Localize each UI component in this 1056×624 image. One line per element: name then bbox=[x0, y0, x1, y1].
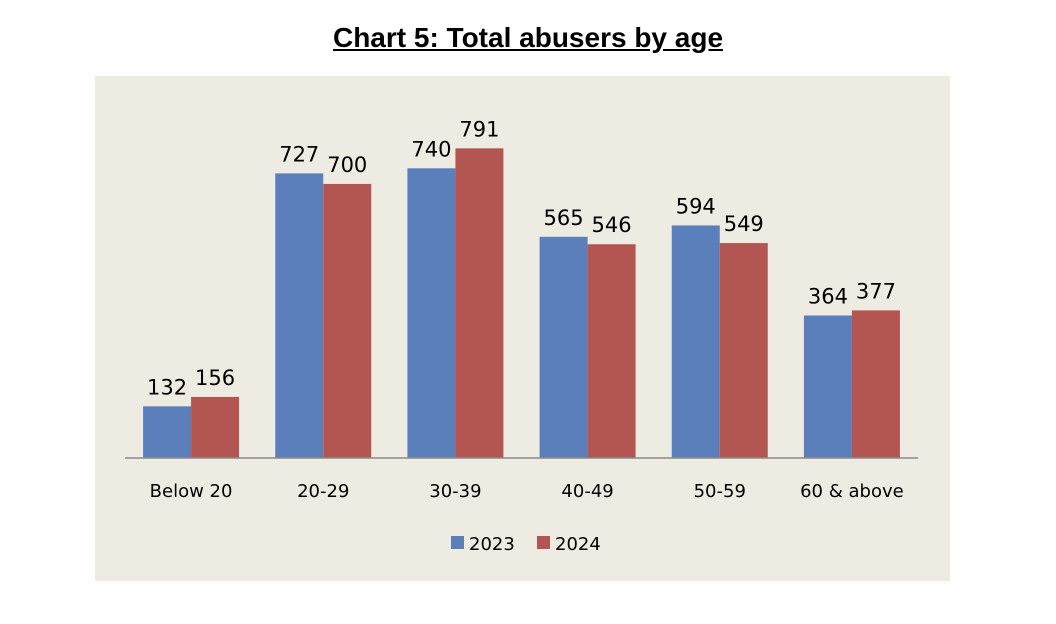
legend: 2023 2024 bbox=[451, 534, 601, 555]
data-label-2023: 740 bbox=[411, 137, 451, 161]
legend-label-2024: 2024 bbox=[555, 534, 601, 555]
bar-2023-30-39 bbox=[407, 168, 456, 459]
bar-2023-below-20 bbox=[143, 406, 192, 458]
bars-group bbox=[143, 148, 900, 459]
chart-title: Chart 5: Total abusers by age bbox=[332, 22, 724, 53]
data-label-2024: 549 bbox=[724, 212, 764, 236]
data-label-2024: 700 bbox=[327, 153, 367, 177]
x-tick-label: 20-29 bbox=[297, 481, 349, 502]
legend-label-2023: 2023 bbox=[469, 534, 515, 555]
x-tick-label: 40-49 bbox=[561, 481, 613, 502]
data-label-2023: 594 bbox=[676, 194, 716, 218]
data-label-2023: 727 bbox=[279, 142, 319, 166]
bar-2024-40-49 bbox=[587, 244, 636, 458]
data-label-2023: 132 bbox=[147, 375, 187, 399]
data-labels-group: 132 156 727 700 740 791 565 546 594 549 364 377 bbox=[147, 117, 896, 399]
bar-2023-20-29 bbox=[275, 173, 324, 458]
data-label-2024: 377 bbox=[856, 279, 896, 303]
legend-swatch-2024 bbox=[537, 536, 550, 549]
x-tick-label: Below 20 bbox=[150, 481, 233, 502]
bar-2024-50-59 bbox=[719, 243, 768, 458]
bar-2023-50-59 bbox=[671, 225, 720, 458]
x-tick-label: 60 & above bbox=[800, 481, 904, 502]
data-label-2024: 791 bbox=[459, 117, 499, 141]
bar-2024-60-above bbox=[851, 310, 900, 458]
bar-2024-below-20 bbox=[191, 396, 240, 458]
data-label-2024: 156 bbox=[195, 366, 235, 390]
x-tick-labels-group: Below 20 20-29 30-39 40-49 50-59 60 & above bbox=[150, 481, 904, 502]
bar-2024-20-29 bbox=[323, 183, 372, 458]
x-tick-label: 30-39 bbox=[429, 481, 481, 502]
bar-2023-40-49 bbox=[539, 236, 588, 458]
data-label-2023: 364 bbox=[808, 284, 848, 308]
data-label-2023: 565 bbox=[544, 206, 584, 230]
data-label-2024: 546 bbox=[592, 213, 632, 237]
bar-2024-30-39 bbox=[455, 148, 504, 459]
x-tick-label: 50-59 bbox=[694, 481, 746, 502]
legend-swatch-2023 bbox=[451, 536, 464, 549]
bar-2023-60-above bbox=[803, 315, 852, 458]
